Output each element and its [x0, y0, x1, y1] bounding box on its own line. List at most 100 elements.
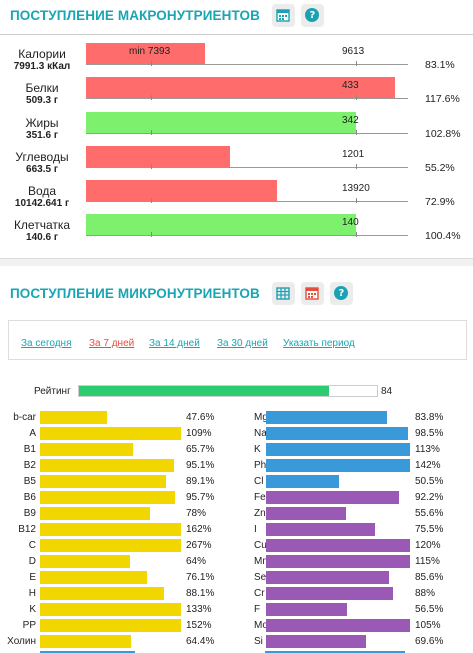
vitamin-name: Холин [7, 636, 36, 647]
list-continuation [40, 651, 135, 653]
calendar-button[interactable] [271, 3, 295, 27]
calendar-icon [276, 9, 291, 22]
mineral-bar [266, 523, 375, 536]
mineral-percent: 75.5% [415, 524, 444, 535]
intake-bar [86, 43, 205, 65]
mineral-name: Cl [254, 476, 264, 487]
mineral-bar [266, 443, 410, 456]
intake-bar [86, 180, 277, 202]
mineral-bar [266, 427, 408, 440]
vitamin-name: A [29, 428, 36, 439]
vitamin-name: D [28, 556, 36, 567]
vitamin-percent: 64% [186, 556, 207, 567]
nutrient-amount: 140.6 г [26, 232, 58, 243]
mineral-bar [266, 635, 366, 648]
mineral-bar [266, 539, 410, 552]
vitamin-percent: 95.7% [186, 492, 215, 503]
tab-14-days[interactable]: За 14 дней [149, 338, 200, 349]
min-tick [151, 130, 152, 135]
mineral-percent: 55.6% [415, 508, 444, 519]
mineral-name: Cu [254, 540, 267, 551]
help-icon: ? [305, 8, 320, 22]
nutrient-label: Белки 509.3 г [0, 82, 84, 107]
vitamin-bar [40, 603, 181, 616]
mineral-percent: 120% [415, 540, 441, 551]
nutrient-label: Жиры 351.6 г [0, 117, 84, 142]
vitamin-percent: 267% [186, 540, 212, 551]
tab-30-days[interactable]: За 30 дней [217, 338, 268, 349]
vitamin-percent: 88.1% [186, 588, 215, 599]
vitamin-percent: 152% [186, 620, 212, 631]
nutrient-amount: 10142.641 г [14, 198, 70, 209]
percent-label: 117.6% [425, 93, 460, 105]
percent-label: 55.2% [425, 162, 455, 174]
vitamin-name: B6 [23, 492, 36, 503]
tab-custom-period[interactable]: Указать период [283, 338, 355, 349]
mineral-name: Cr [254, 588, 265, 599]
vitamin-bar [40, 539, 181, 552]
norm-tick [356, 232, 357, 237]
calendar-button[interactable] [300, 281, 324, 305]
nutrient-name: Калории [18, 47, 66, 61]
vitamin-percent: 95.1% [186, 460, 215, 471]
vitamin-name: K [29, 604, 36, 615]
rating-label: Рейтинг [34, 386, 71, 397]
norm-value: 342 [342, 115, 359, 126]
min-label: min 7393 [129, 46, 171, 57]
tab-today[interactable]: За сегодня [21, 338, 72, 349]
mineral-bar [266, 475, 339, 488]
norm-tick [356, 130, 357, 135]
percent-label: 100.4% [425, 230, 461, 242]
vitamin-name: B5 [23, 476, 36, 487]
micro-help-button[interactable]: ? [329, 281, 353, 305]
mineral-bar [266, 491, 399, 504]
vitamin-name: C [28, 540, 36, 551]
micronutrients-panel: ПОСТУПЛЕНИЕ МИКРОНУТРИЕНТОВ ? За сегодня… [0, 266, 473, 653]
nutrient-label: Углеводы 663.5 г [0, 151, 84, 176]
vitamin-percent: 65.7% [186, 444, 215, 455]
percent-label: 72.9% [425, 196, 455, 208]
nutrient-name: Жиры [25, 116, 59, 130]
intake-bar [86, 112, 356, 134]
min-tick [151, 164, 152, 169]
min-tick [151, 198, 152, 203]
mineral-bar [266, 571, 389, 584]
norm-tick [356, 164, 357, 169]
mineral-percent: 69.6% [415, 636, 444, 647]
mineral-bar [266, 603, 347, 616]
mineral-percent: 85.6% [415, 572, 444, 583]
nutrient-label: Вода 10142.641 г [0, 185, 84, 210]
vitamin-name: E [29, 572, 36, 583]
tab-7-days[interactable]: За 7 дней [89, 338, 135, 349]
table-view-button[interactable] [271, 281, 295, 305]
vitamin-bar [40, 459, 174, 472]
mineral-percent: 115% [415, 556, 440, 567]
mineral-bar [266, 411, 387, 424]
nutrient-label: Калории 7991.3 кКал [0, 48, 84, 73]
percent-label: 102.8% [425, 128, 461, 140]
intake-bar [86, 146, 230, 168]
mineral-percent: 92.2% [415, 492, 444, 503]
vitamin-name: b-car [13, 412, 36, 423]
macro-header: ПОСТУПЛЕНИЕ МАКРОНУТРИЕНТОВ ? [10, 0, 324, 30]
mineral-name: I [254, 524, 257, 535]
micro-header: ПОСТУПЛЕНИЕ МИКРОНУТРИЕНТОВ ? [10, 278, 353, 308]
intake-bar [86, 77, 395, 99]
mineral-percent: 105% [415, 620, 441, 631]
norm-tick [356, 95, 357, 100]
norm-value: 140 [342, 217, 359, 228]
norm-value: 1201 [342, 149, 365, 160]
mineral-percent: 88% [415, 588, 436, 599]
mineral-bar [266, 619, 410, 632]
macro-help-button[interactable]: ? [300, 3, 324, 27]
vitamin-bar [40, 555, 130, 568]
nutrient-name: Вода [27, 184, 57, 198]
mineral-bar [266, 587, 393, 600]
nutrient-name: Углеводы [15, 150, 69, 164]
nutrient-name: Клетчатка [13, 218, 71, 232]
macro-title: ПОСТУПЛЕНИЕ МАКРОНУТРИЕНТОВ [10, 7, 260, 23]
bar-baseline [86, 167, 408, 168]
norm-value: 13920 [342, 183, 370, 194]
mineral-percent: 50.5% [415, 476, 444, 487]
mineral-percent: 142% [415, 460, 441, 471]
